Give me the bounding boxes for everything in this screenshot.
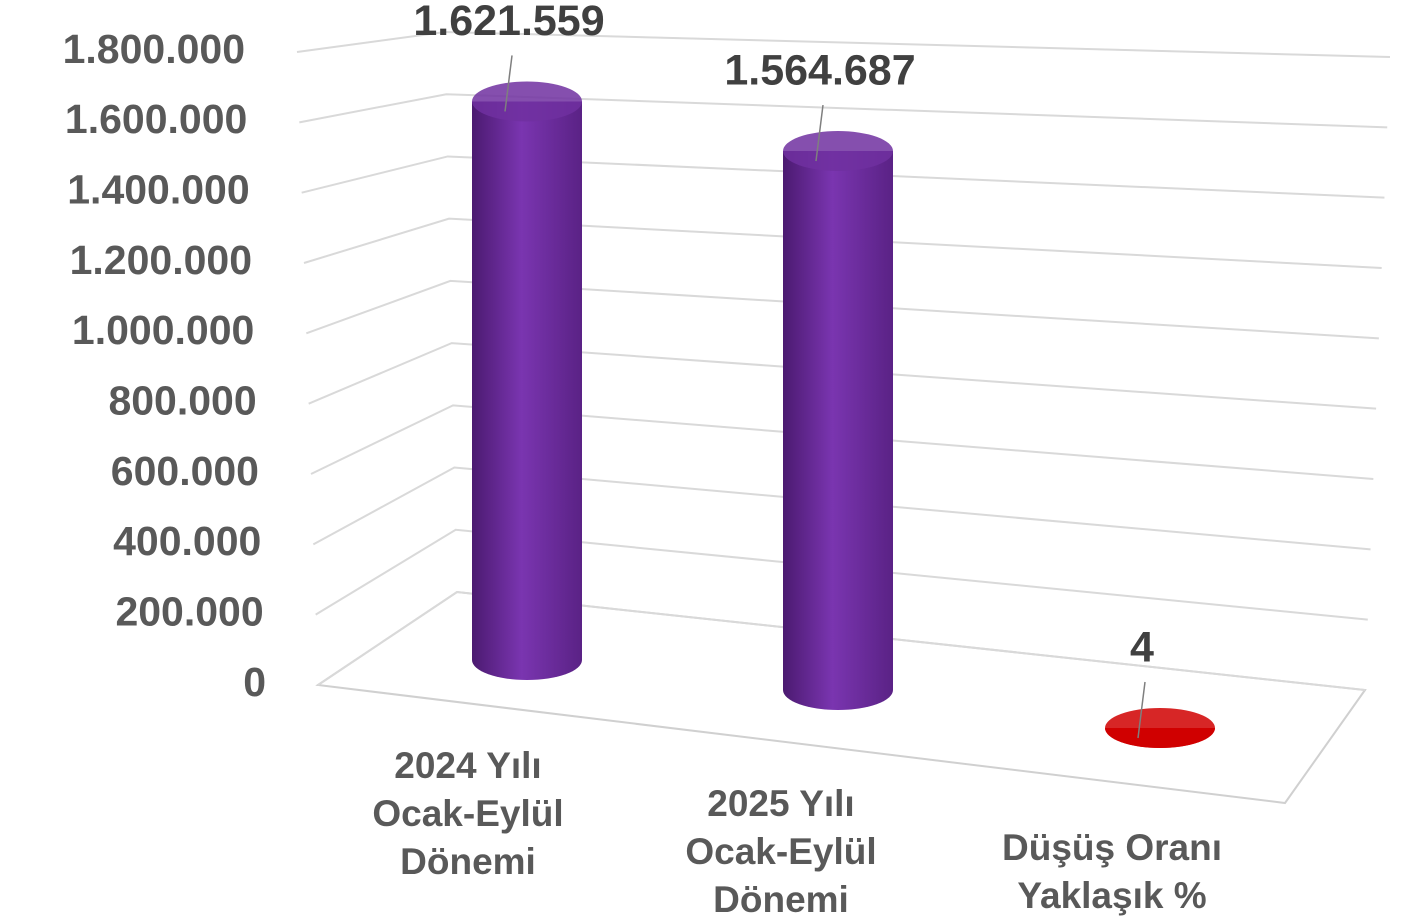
grid-line bbox=[317, 590, 1366, 691]
x-tick-label: 2025 Yılı Ocak-Eylül Dönemi bbox=[685, 783, 876, 920]
bar bbox=[1105, 707, 1215, 748]
y-tick-label: 800.000 bbox=[108, 377, 256, 423]
leader-line bbox=[1137, 681, 1146, 739]
y-tick-label: 600.000 bbox=[111, 448, 259, 494]
x-tick-label: 2024 Yılı Ocak-Eylül Dönemi bbox=[372, 745, 563, 882]
y-tick-label: 400.000 bbox=[113, 518, 261, 564]
y-tick-label: 1.800.000 bbox=[63, 26, 245, 72]
x-tick-label: Düşüş Oranı Yaklaşık % bbox=[1002, 827, 1222, 916]
value-label: 1.564.687 bbox=[724, 46, 915, 94]
bar bbox=[472, 81, 582, 680]
grid-line bbox=[296, 30, 1391, 58]
y-tick-label: 1.200.000 bbox=[70, 237, 252, 283]
y-tick-label: 1.600.000 bbox=[65, 96, 247, 142]
grid-line bbox=[310, 404, 1374, 480]
y-tick-label: 200.000 bbox=[115, 588, 263, 634]
grid-line bbox=[308, 342, 1377, 410]
leader-line bbox=[815, 104, 824, 162]
y-tick-label: 1.400.000 bbox=[67, 166, 249, 212]
grid-line bbox=[303, 217, 1382, 269]
grid-line bbox=[299, 93, 1388, 129]
leader-line bbox=[504, 55, 513, 112]
grid-line bbox=[305, 279, 1379, 340]
y-tick-label: 1.000.000 bbox=[72, 307, 254, 353]
value-label: 4 bbox=[1130, 623, 1154, 671]
bar bbox=[783, 131, 893, 710]
grid-line bbox=[312, 466, 1371, 551]
value-label: 1.621.559 bbox=[413, 0, 604, 45]
grid-line bbox=[301, 155, 1385, 199]
grid-line bbox=[315, 528, 1368, 621]
y-tick-label: 0 bbox=[243, 659, 266, 705]
